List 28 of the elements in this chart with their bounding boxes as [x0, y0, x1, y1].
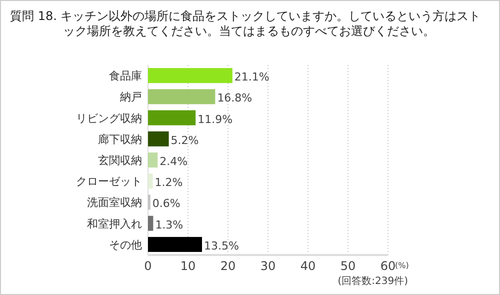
- y-tick-label: 廊下収納: [98, 132, 142, 146]
- x-tick-label: 40: [300, 259, 316, 273]
- y-tick-label: 食品庫: [109, 70, 142, 83]
- y-tick-label: 玄関収納: [98, 154, 142, 167]
- y-tick-label: 和室押入れ: [87, 217, 142, 230]
- text: (回答数:239件): [338, 275, 408, 287]
- x-tick-label: 60: [380, 259, 396, 273]
- x-tick-label: 10: [180, 259, 196, 273]
- y-tick-label: その他: [109, 238, 142, 252]
- y-tick-label: リビング収納: [76, 112, 142, 125]
- y-tick-label: クローゼット: [76, 175, 142, 188]
- x-tick-label: 50: [340, 259, 356, 273]
- x-tick-label: 30: [260, 259, 276, 273]
- data-label: 1.2%: [154, 176, 183, 190]
- data-label: 2.4%: [160, 155, 188, 168]
- data-label: 5.2%: [170, 134, 199, 147]
- y-tick-label: 洗面室収納: [87, 196, 142, 210]
- data-label: 13.5%: [204, 239, 239, 252]
- x-tick-label: 0: [144, 259, 152, 273]
- data-label: 21.1%: [234, 70, 270, 84]
- data-label: 0.6%: [152, 197, 180, 210]
- chart-title: 質問 18. キッチン以外の場所に食品をストックしていますか。しているという方はストック場所を教えてください。当てはまるものすべてお選びください。: [10, 9, 481, 38]
- data-label: 1.3%: [155, 218, 184, 232]
- y-tick-label: 納戸: [120, 90, 142, 104]
- x-axis-title: (%): [395, 261, 409, 270]
- x-tick-label: 20: [220, 259, 236, 273]
- data-label: 16.8%: [217, 92, 252, 105]
- data-label: 11.9%: [198, 112, 233, 126]
